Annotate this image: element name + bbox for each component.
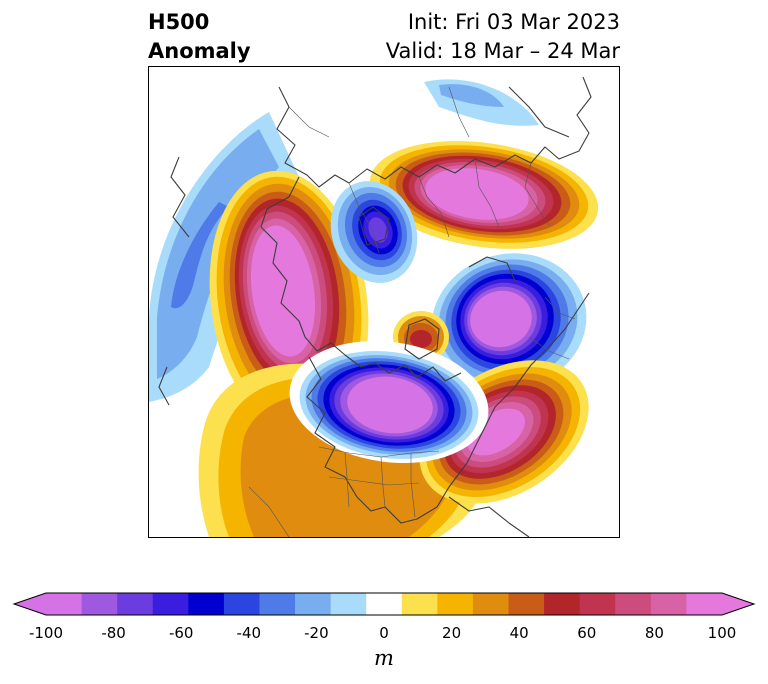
coastlines — [158, 76, 592, 537]
colorbar-tick-label: 100 — [707, 624, 737, 642]
colorbar-segment — [223, 593, 260, 615]
colorbar-segment — [259, 593, 296, 615]
colorbar-segment — [81, 593, 118, 615]
country-borders — [248, 86, 576, 537]
colorbar-tick-label: -40 — [236, 624, 262, 642]
colorbar-segment — [295, 593, 332, 615]
europe-negative-trough — [431, 253, 587, 391]
title-left: H500 Anomaly — [148, 8, 368, 66]
top-negative-anomaly — [424, 79, 539, 126]
valid-period-label: Valid: 18 Mar – 24 Mar — [385, 39, 620, 63]
colorbar-tick-label: 20 — [442, 624, 462, 642]
colorbar-segment — [46, 593, 83, 615]
colorbar-tick-label: 0 — [379, 624, 389, 642]
colorbar-tick-label: 40 — [509, 624, 529, 642]
colorbar-segment — [615, 593, 652, 615]
colorbar-tick-label: -100 — [28, 624, 64, 642]
title-right: Init: Fri 03 Mar 2023 Valid: 18 Mar – 24… — [300, 8, 620, 66]
colorbar-segment — [152, 593, 189, 615]
colorbar-tick-label: 60 — [577, 624, 597, 642]
title-field: Anomaly — [148, 39, 251, 63]
colorbar-tick-label: -80 — [101, 624, 126, 642]
colorbar-segment — [508, 593, 545, 615]
colorbar-unit-label: m — [374, 646, 394, 670]
colorbar-segment — [579, 593, 616, 615]
title-variable: H500 — [148, 10, 210, 34]
colorbar-ticks: -100 -80 -60 -40 -20 0 20 40 60 80 100 — [0, 624, 768, 644]
colorbar-segment — [366, 593, 403, 615]
map-canvas — [149, 76, 599, 537]
colorbar-tick-label: 80 — [644, 624, 664, 642]
colorbar-outline — [12, 592, 756, 616]
colorbar-segment — [117, 593, 154, 615]
canada-negative-trough — [289, 340, 489, 464]
colorbar-segment — [437, 593, 474, 615]
colorbar — [12, 592, 756, 616]
init-time-label: Init: Fri 03 Mar 2023 — [407, 10, 620, 34]
colorbar-extend-high — [722, 593, 754, 615]
colorbar-segment — [650, 593, 687, 615]
colorbar-segment — [330, 593, 367, 615]
anomaly-map[interactable] — [148, 66, 620, 538]
central-small-trough — [330, 181, 418, 283]
colorbar-tick-label: -60 — [168, 624, 194, 642]
colorbar-tick-label: -20 — [304, 624, 329, 642]
colorbar-segment — [544, 593, 581, 615]
colorbar-segment — [188, 593, 225, 615]
colorbar-segment — [472, 593, 510, 615]
colorbar-segment — [401, 593, 438, 615]
colorbar-extend-low — [14, 593, 46, 615]
colorbar-segment — [686, 593, 723, 615]
